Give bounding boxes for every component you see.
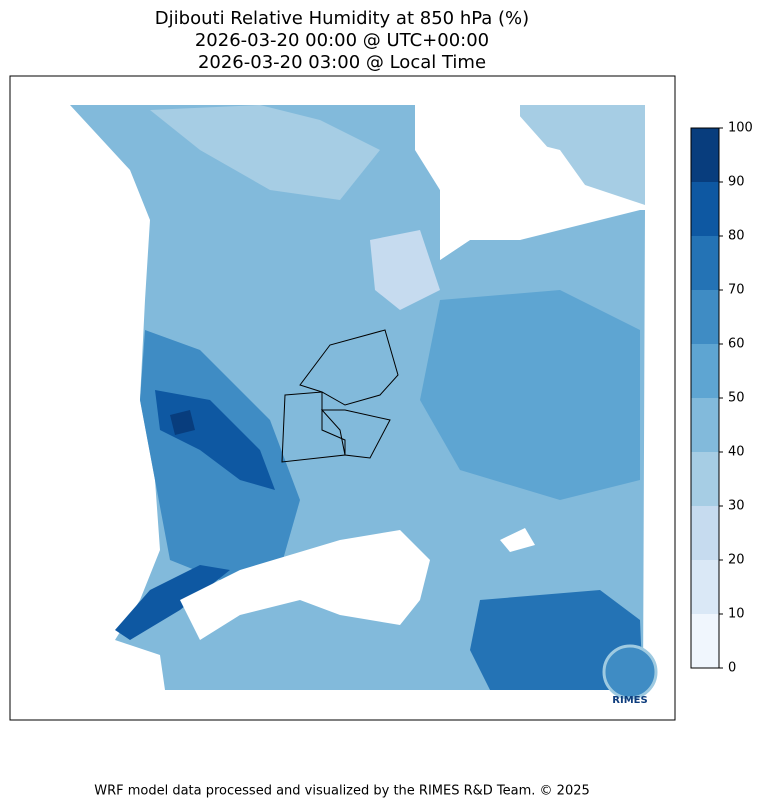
map-mask bbox=[500, 528, 535, 552]
colorbar-tick-label: 50 bbox=[728, 391, 745, 406]
colorbar-tick-label: 20 bbox=[728, 553, 745, 568]
colorbar: 0 10 20 30 40 50 60 70 80 90 100 bbox=[690, 121, 753, 676]
colorbar-segment bbox=[691, 182, 719, 236]
colorbar-segment bbox=[691, 452, 719, 506]
map-field bbox=[150, 105, 380, 200]
map-mask bbox=[180, 530, 430, 640]
map-mask bbox=[415, 105, 640, 260]
map-field bbox=[370, 230, 440, 310]
map-field bbox=[520, 105, 645, 205]
colorbar-tick-label: 40 bbox=[728, 445, 745, 460]
colorbar-segment bbox=[691, 614, 719, 668]
map-field bbox=[170, 410, 195, 435]
colorbar-segment bbox=[691, 560, 719, 614]
colorbar-tick-label: 60 bbox=[728, 337, 745, 352]
colorbar-segment bbox=[691, 290, 719, 344]
colorbar-tick-label: 30 bbox=[728, 499, 745, 514]
country-border bbox=[281, 329, 399, 463]
colorbar-tick-label: 10 bbox=[728, 607, 745, 622]
footer: WRF model data processed and visualized … bbox=[94, 784, 590, 799]
colorbar-segment bbox=[691, 506, 719, 560]
colorbar-tick-label: 90 bbox=[728, 175, 745, 190]
logo-text: RIMES bbox=[612, 695, 647, 706]
colorbar-tick-label: 80 bbox=[728, 229, 745, 244]
colorbar-tick-label: 100 bbox=[728, 121, 753, 136]
colorbar-segment bbox=[691, 236, 719, 290]
map: RIMES bbox=[9, 75, 676, 721]
logo: RIMES bbox=[602, 644, 658, 706]
colorbar-tick-label: 0 bbox=[728, 661, 736, 676]
colorbar-segment bbox=[691, 128, 719, 182]
colorbar-segment bbox=[691, 398, 719, 452]
map-field bbox=[420, 290, 640, 500]
colorbar-segment bbox=[691, 344, 719, 398]
logo-badge bbox=[602, 644, 658, 700]
title-line: 2026-03-20 00:00 @ UTC+00:00 bbox=[195, 30, 489, 51]
map-field bbox=[115, 565, 230, 640]
colorbar-tick-label: 70 bbox=[728, 283, 745, 298]
title-line: Djibouti Relative Humidity at 850 hPa (%… bbox=[155, 8, 529, 29]
map-field bbox=[470, 590, 643, 690]
title-line: 2026-03-20 03:00 @ Local Time bbox=[198, 52, 486, 73]
